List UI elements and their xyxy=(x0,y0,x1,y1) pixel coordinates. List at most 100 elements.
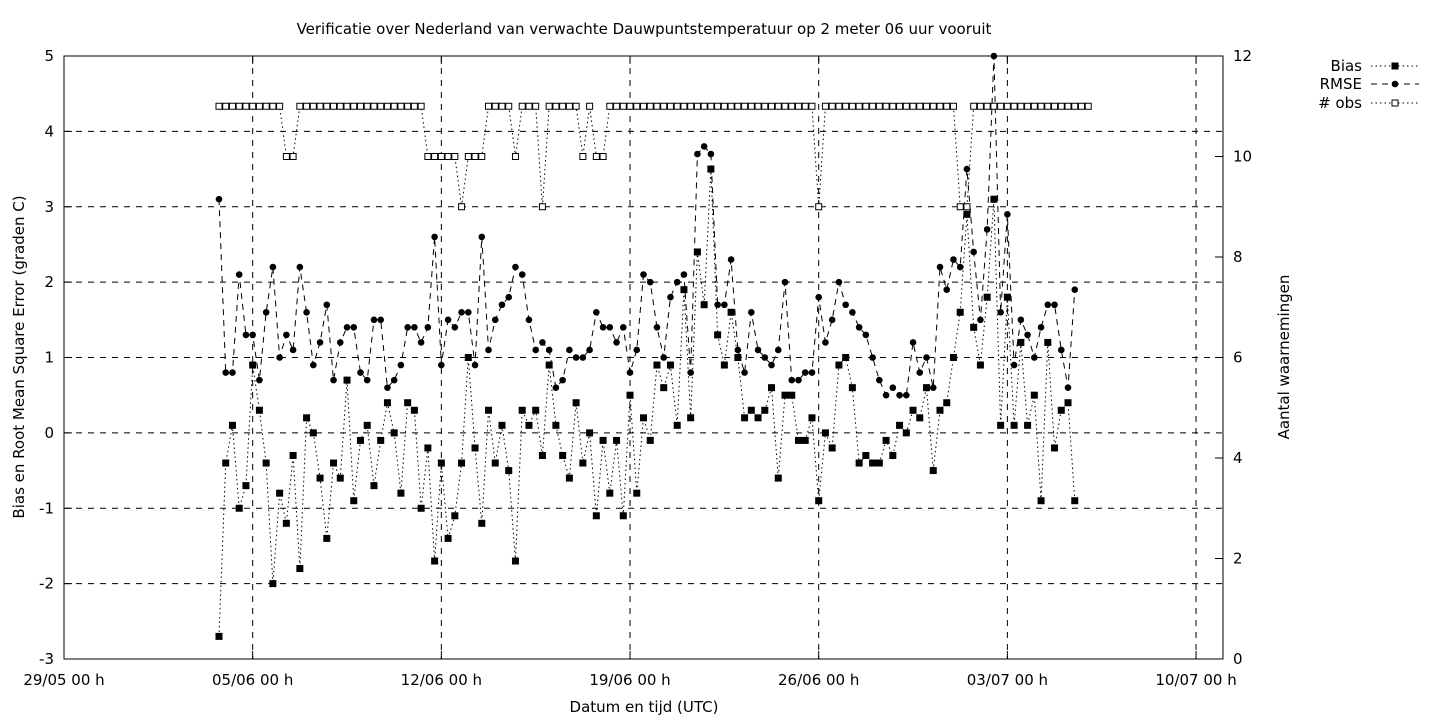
series-rmse xyxy=(215,52,1079,399)
bias-point xyxy=(997,421,1005,429)
chart-title: Verificatie over Nederland van verwachte… xyxy=(297,20,992,38)
legend-marker-bias xyxy=(1391,62,1399,70)
bias-point xyxy=(949,354,957,361)
obs-point xyxy=(572,102,580,110)
rmse-point xyxy=(512,263,519,271)
bias-point xyxy=(356,436,364,444)
rmse-point xyxy=(363,376,371,384)
rmse-point xyxy=(249,331,256,339)
y2-tick-label: 6 xyxy=(1233,349,1243,367)
bias-point xyxy=(262,459,270,467)
rmse-point xyxy=(303,308,310,316)
obs-point xyxy=(458,203,466,211)
bias-point xyxy=(390,429,398,437)
rmse-point xyxy=(377,316,385,324)
obs-point xyxy=(417,102,425,110)
obs-point xyxy=(1017,102,1025,110)
bias-point xyxy=(444,534,452,542)
bias-point xyxy=(276,489,284,497)
obs-point xyxy=(269,102,277,110)
y-axis-left: -3 -2 -1 0 1 2 3 4 5 xyxy=(39,47,72,668)
bias-point xyxy=(801,436,809,444)
rmse-point xyxy=(424,324,432,331)
rmse-point xyxy=(1037,324,1045,331)
rmse-point xyxy=(316,339,324,346)
bias-point xyxy=(235,504,243,512)
rmse-point xyxy=(518,271,526,278)
x-axis-label: Datum en tijd (UTC) xyxy=(570,698,719,716)
bias-point xyxy=(1071,497,1079,505)
obs-point xyxy=(262,102,270,110)
obs-point xyxy=(228,102,236,110)
x-tick-label: 26/06 00 h xyxy=(778,671,859,689)
rmse-point xyxy=(350,324,358,331)
bias-point xyxy=(875,459,883,467)
y-tick-label: -2 xyxy=(39,575,54,593)
rmse-point xyxy=(310,361,317,369)
obs-point xyxy=(653,102,661,110)
obs-point xyxy=(390,102,398,110)
obs-point xyxy=(363,102,371,110)
obs-point xyxy=(902,102,910,110)
obs-point xyxy=(869,102,877,110)
obs-point xyxy=(741,102,749,110)
rmse-point xyxy=(1044,301,1052,309)
bias-point xyxy=(431,557,439,565)
obs-point xyxy=(815,203,823,211)
rmse-point xyxy=(902,391,910,399)
bias-point xyxy=(956,308,964,316)
rmse-point xyxy=(929,384,937,391)
rmse-point xyxy=(687,369,694,376)
rmse-point xyxy=(539,339,546,346)
rmse-point xyxy=(1057,346,1065,354)
bias-point xyxy=(889,451,897,459)
rmse-point xyxy=(458,308,465,316)
rmse-point xyxy=(1031,354,1038,361)
bias-point xyxy=(599,436,607,444)
bias-point xyxy=(768,384,776,392)
obs-point xyxy=(956,203,964,211)
y2-tick-label: 0 xyxy=(1233,650,1243,668)
rmse-point xyxy=(808,369,816,376)
rmse-point xyxy=(822,339,829,346)
bias-point xyxy=(1044,338,1052,346)
rmse-point xyxy=(593,308,600,316)
bias-point xyxy=(774,474,782,482)
rmse-point xyxy=(646,278,654,286)
rmse-point xyxy=(545,346,553,354)
x-tick-label: 03/07 00 h xyxy=(967,671,1048,689)
rmse-point xyxy=(471,361,479,369)
obs-point xyxy=(693,102,701,110)
bias-point xyxy=(538,451,546,459)
bias-point xyxy=(397,489,405,497)
bias-point xyxy=(464,354,472,361)
obs-point xyxy=(1071,102,1079,110)
bias-point xyxy=(761,406,769,414)
rmse-point xyxy=(721,301,728,309)
obs-point xyxy=(835,102,843,110)
bias-point xyxy=(700,301,708,309)
bias-point xyxy=(902,429,910,437)
rmse-point xyxy=(700,143,708,150)
bias-point xyxy=(990,195,998,203)
rmse-point xyxy=(761,354,769,361)
rmse-point xyxy=(438,361,445,369)
bias-point xyxy=(228,421,236,429)
rmse-point xyxy=(990,52,998,60)
rmse-point xyxy=(431,233,438,241)
rmse-point xyxy=(660,354,668,361)
obs-point xyxy=(660,102,668,110)
series-bias xyxy=(215,165,1079,640)
bias-point xyxy=(1051,444,1059,452)
bias-point xyxy=(869,459,877,467)
bias-point xyxy=(296,565,304,573)
obs-point xyxy=(383,102,391,110)
bias-point xyxy=(525,421,533,429)
obs-point xyxy=(916,102,924,110)
y-tick-label: 0 xyxy=(44,424,54,442)
bias-point xyxy=(1024,421,1032,429)
legend-label-obs: # obs xyxy=(1318,94,1362,112)
bias-point xyxy=(828,444,836,452)
rmse-point xyxy=(909,339,917,346)
rmse-point xyxy=(626,369,634,376)
